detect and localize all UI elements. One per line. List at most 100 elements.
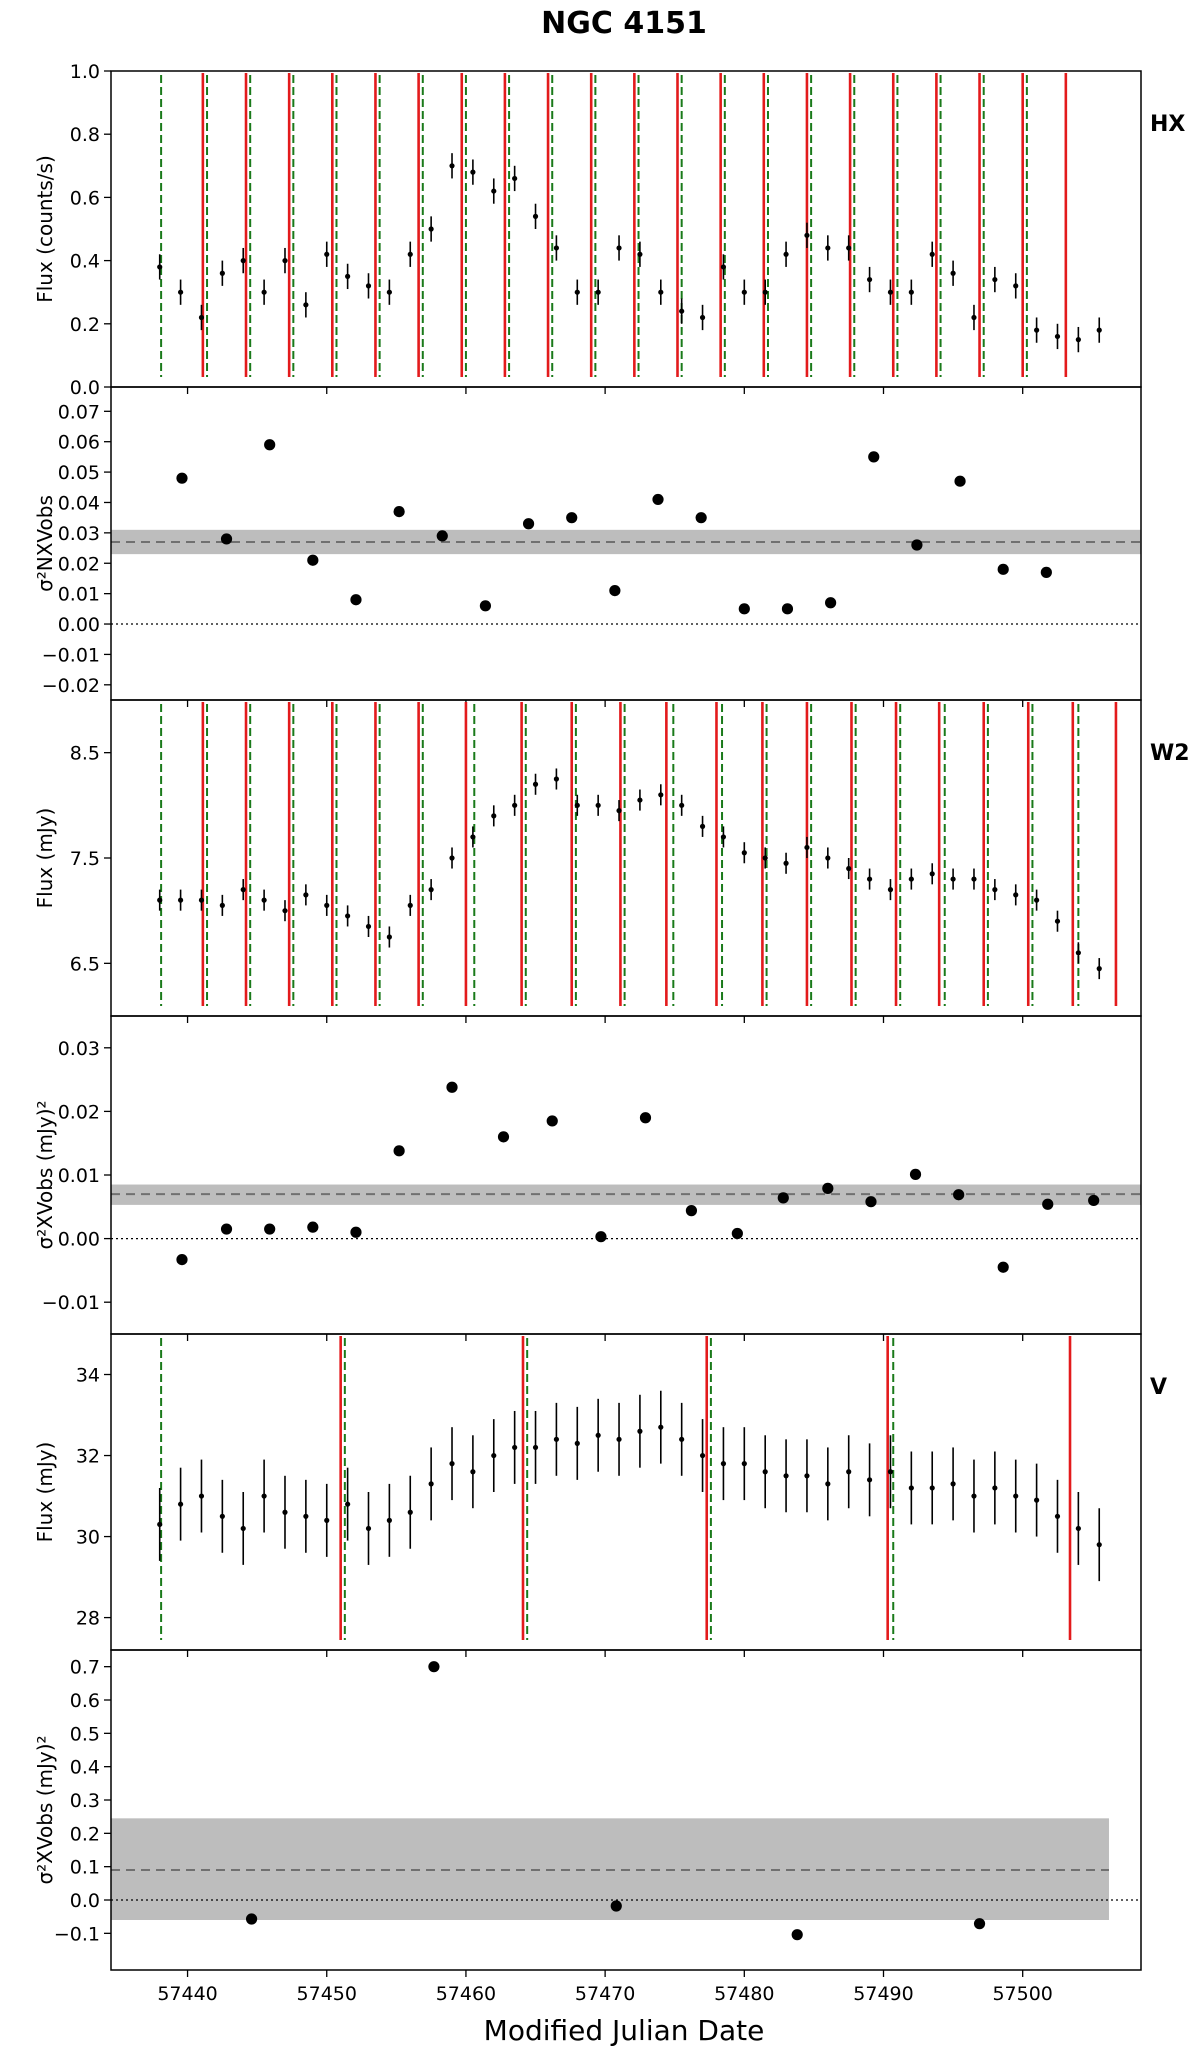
y-tick-label: 0.03	[58, 523, 100, 545]
data-point	[264, 1223, 276, 1235]
data-point	[762, 1469, 768, 1475]
data-point	[1096, 1542, 1102, 1548]
data-point	[449, 855, 455, 861]
data-point	[679, 802, 685, 808]
data-point	[971, 314, 977, 321]
y-tick-label: 30	[76, 1527, 100, 1549]
data-point	[992, 887, 998, 893]
data-point	[407, 902, 413, 909]
data-point	[446, 1081, 458, 1093]
y-tick-label: 0.01	[58, 1165, 100, 1187]
data-point	[595, 802, 601, 808]
data-point	[783, 1473, 789, 1479]
y-tick-label: 28	[76, 1608, 100, 1630]
y-tick-label: 0.00	[58, 614, 100, 636]
data-point	[908, 876, 914, 882]
data-point	[738, 603, 750, 615]
data-point	[491, 188, 497, 194]
y-tick-label: 0.2	[70, 1823, 100, 1845]
data-point	[324, 251, 330, 257]
y-axis-label: Flux (counts/s)	[33, 155, 57, 303]
data-point	[911, 539, 923, 551]
data-point	[491, 813, 497, 819]
panel-frame	[110, 699, 1142, 1017]
data-point	[679, 308, 685, 314]
y-axis-label: Flux (mJy)	[33, 1442, 57, 1543]
data-point	[428, 1661, 440, 1673]
data-point	[324, 1517, 330, 1523]
data-point	[1054, 918, 1061, 924]
data-point	[950, 1481, 956, 1487]
data-point	[350, 594, 362, 606]
panel-v-variance: −0.1 0.0 0.1 0.2 0.3 0.4 0.5 0.6 0.7 57440 57450 57…	[33, 1649, 1142, 2005]
panel-w2-flux: 6.5 7.5 8.5 Flux (mJy) W2	[33, 699, 1190, 1023]
data-point	[720, 834, 727, 840]
y-tick-label: 0.4	[70, 251, 100, 273]
data-point	[307, 1221, 319, 1233]
data-point	[1054, 1513, 1061, 1519]
data-point	[345, 273, 351, 279]
y-tick-label: 0.5	[70, 1723, 100, 1745]
data-point	[887, 887, 894, 893]
data-point	[699, 1452, 706, 1459]
data-point	[157, 264, 163, 270]
data-point	[282, 908, 288, 914]
data-point	[908, 289, 914, 295]
data-point	[1034, 1497, 1040, 1503]
data-point	[198, 897, 205, 903]
data-point	[1013, 1493, 1019, 1499]
data-point	[846, 1469, 852, 1475]
data-point	[658, 1424, 664, 1430]
y-tick-label: 1.0	[70, 61, 100, 83]
data-point	[804, 232, 810, 238]
panel-frame	[110, 70, 1142, 388]
data-point	[950, 270, 956, 276]
data-point	[522, 518, 535, 530]
data-point	[1096, 966, 1102, 972]
data-point	[971, 1493, 977, 1499]
band-label: W2	[1150, 741, 1190, 766]
data-point	[652, 493, 664, 506]
data-point	[1075, 1525, 1081, 1532]
y-tick-label: 6.5	[70, 953, 100, 975]
data-point	[282, 258, 288, 264]
data-point	[1054, 333, 1061, 340]
data-point	[699, 314, 706, 321]
data-point	[822, 1182, 834, 1194]
data-point	[157, 897, 163, 903]
data-point	[971, 876, 977, 882]
data-point	[512, 1444, 518, 1451]
y-tick-label: 0.6	[70, 187, 100, 209]
data-point	[868, 451, 880, 463]
x-tick-label: 57490	[853, 1983, 913, 2005]
panel-v-flux: 28 30 32 34 Flux (mJy) V	[33, 1333, 1167, 1657]
y-tick-label: −0.01	[42, 644, 100, 666]
data-point	[177, 897, 184, 903]
data-point	[386, 1517, 392, 1523]
data-point	[574, 1440, 580, 1446]
data-point	[407, 251, 413, 257]
data-point	[470, 834, 476, 840]
y-tick-label: 0.01	[58, 584, 100, 606]
data-point	[609, 585, 621, 597]
data-point	[393, 1145, 405, 1157]
y-tick-label: 34	[76, 1365, 100, 1387]
y-tick-label: 0.0	[70, 1890, 100, 1912]
data-point	[428, 226, 434, 232]
data-point	[553, 776, 560, 782]
data-point	[1013, 892, 1019, 898]
data-point	[345, 913, 351, 919]
y-tick-label: 0.2	[70, 314, 100, 336]
data-point	[386, 934, 392, 940]
data-point	[240, 258, 246, 264]
y-tick-label: 7.5	[70, 848, 100, 870]
data-point	[616, 245, 622, 251]
data-point	[574, 802, 580, 808]
data-point	[497, 1131, 510, 1143]
data-point	[220, 533, 233, 545]
data-point	[846, 245, 852, 251]
data-point	[595, 1231, 607, 1243]
y-tick-label: −0.02	[42, 675, 100, 697]
data-point	[825, 855, 831, 861]
panel-hx-variance: −0.02 −0.01 0.00 0.01 0.02 0.03 0.04 0.05 0.06 0.…	[33, 386, 1142, 707]
